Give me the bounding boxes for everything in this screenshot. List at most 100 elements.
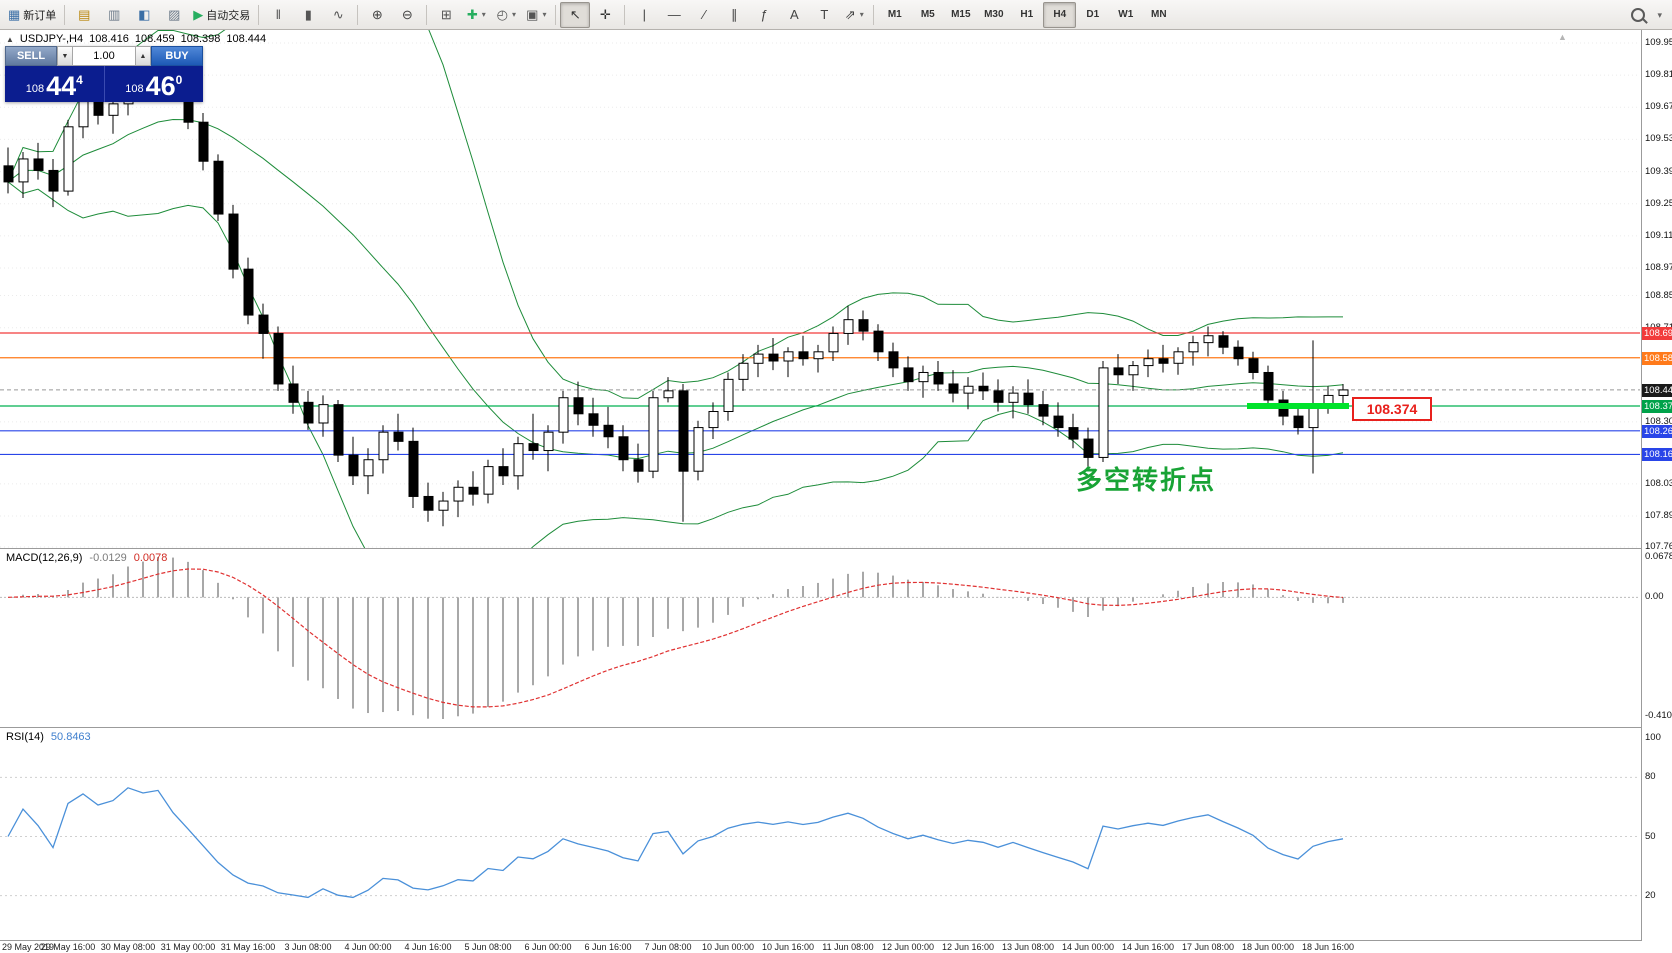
new-order-button-label: 新订单: [23, 9, 57, 22]
price-scale-label: 108.975: [1645, 262, 1672, 273]
time-axis-separator: [0, 940, 1672, 941]
fibonacci-button[interactable]: ƒ: [749, 2, 779, 28]
timeframe-d1-button[interactable]: D1: [1086, 9, 1100, 20]
chart-symbol-period: USDJPY-,H4: [19, 33, 84, 45]
text-label-button[interactable]: T: [809, 2, 839, 28]
time-axis-label: 6 Jun 16:00: [584, 942, 632, 952]
price-scale-label: 109.815: [1645, 69, 1672, 81]
zoom-out-icon: ⊖: [401, 7, 413, 22]
time-axis-label: 31 May 16:00: [220, 942, 276, 952]
tile-windows-icon: ⊞: [440, 7, 452, 22]
arrows-button[interactable]: ⇗ ▾: [839, 2, 869, 28]
macd-title: MACD(12,26,9): [6, 552, 83, 564]
time-axis-label: 14 Jun 00:00: [1061, 942, 1115, 952]
arrows-icon: ⇗: [844, 7, 856, 22]
timeframe-h4-button[interactable]: H4: [1043, 1, 1077, 28]
chart-candles-icon: ▮: [304, 7, 312, 22]
terminal-icon-icon: ▨: [168, 7, 181, 22]
sell-price-big: 44: [46, 71, 77, 101]
timeframe-m15-button[interactable]: M15: [951, 9, 971, 20]
toolbar-separator: [624, 4, 626, 25]
toolbar-separator: [873, 4, 875, 25]
main-chart-canvas[interactable]: [0, 30, 1640, 548]
buy-button[interactable]: BUY: [151, 46, 203, 66]
timeframe-w1-button[interactable]: W1: [1118, 9, 1134, 20]
zoom-out-button[interactable]: ⊖: [392, 2, 422, 28]
crosshair-icon: ✛: [599, 7, 611, 22]
trendline-icon: ∕: [703, 7, 706, 22]
rsi-title: RSI(14): [6, 731, 44, 743]
time-axis-label: 31 May 00:00: [160, 942, 216, 952]
data-window-icon-icon: ▥: [108, 7, 121, 22]
trendline-button[interactable]: ∕: [689, 2, 719, 28]
cursor-button[interactable]: ↖: [560, 1, 591, 28]
chart-bars-icon: ‖: [275, 7, 281, 22]
templates-button[interactable]: ▣ ▾: [521, 2, 551, 28]
price-badge-108-444: 108.444: [1642, 383, 1672, 397]
tile-windows-button[interactable]: ⊞: [431, 2, 461, 28]
time-axis-label: 29 May 2019: [2, 942, 55, 952]
rsi-scale-label: 100: [1645, 732, 1661, 743]
main-toolbar: ▦ 新订单 ▤ ▥ ◧ ▨ ▶ 自动交易 ‖ ▮ ∿ ⊕ ⊖ ⊞ ✚ ▾ ◴ ▾ ▣ ▾ ↖ ✛ | — ∕ ∥ ƒ A T ⇗ ▾ M1 M5…: [0, 0, 1672, 30]
search-icon[interactable]: [1631, 8, 1646, 22]
price-badge-108-266: 108.266: [1642, 424, 1672, 438]
timeframe-h1-button[interactable]: H1: [1020, 9, 1034, 20]
channel-button[interactable]: ∥: [719, 2, 749, 28]
rsi-panel-separator[interactable]: [0, 727, 1672, 728]
arrows-button-dropdown-icon: ▾: [859, 10, 864, 19]
timeframe-m30-button[interactable]: M30: [984, 9, 1004, 20]
chart-title-icon: ▲: [6, 34, 14, 44]
indicators-button[interactable]: ✚ ▾: [461, 2, 491, 28]
vertical-line-icon: |: [642, 7, 646, 22]
chart-line-button[interactable]: ∿: [323, 2, 353, 28]
timeframe-m5-button[interactable]: M5: [920, 9, 935, 20]
macd-scale-label: -0.4103: [1645, 710, 1672, 721]
data-window-icon[interactable]: ▥: [99, 2, 129, 28]
buy-price-prefix: 108: [125, 83, 144, 95]
market-watch-icon[interactable]: ▤: [69, 2, 99, 28]
macd-canvas[interactable]: [0, 549, 1640, 727]
indicators-button-dropdown-icon: ▾: [481, 10, 486, 19]
toolbar-separator: [555, 4, 557, 25]
chart-candles-button[interactable]: ▮: [293, 2, 323, 28]
rsi-canvas[interactable]: [0, 728, 1640, 940]
price-scale[interactable]: 109.955 109.815 109.675 109.535 109.395 109.2…: [1641, 30, 1672, 941]
horizontal-line-icon: —: [667, 7, 681, 22]
terminal-icon[interactable]: ▨: [159, 2, 189, 28]
price-scale-label: 109.675: [1645, 101, 1672, 113]
time-axis-label: 4 Jun 00:00: [344, 942, 392, 952]
toolbar-items: ▦ 新订单 ▤ ▥ ◧ ▨ ▶ 自动交易 ‖ ▮ ∿ ⊕ ⊖ ⊞ ✚ ▾ ◴ ▾ ▣ ▾ ↖ ✛ | — ∕ ∥ ƒ A T ⇗ ▾ M1 M5…: [4, 0, 1175, 29]
volume-decrease-button[interactable]: ▼: [57, 46, 73, 66]
price-scale-label: 109.535: [1645, 133, 1672, 145]
sell-button[interactable]: SELL: [5, 46, 57, 66]
autotrading-button-label: 自动交易: [206, 9, 251, 22]
time-axis-label: 12 Jun 16:00: [941, 942, 995, 952]
time-axis-label: 6 Jun 00:00: [524, 942, 572, 952]
time-axis-label: 5 Jun 08:00: [464, 942, 512, 952]
buy-price-sup: 0: [175, 73, 183, 87]
timeframe-m1-button[interactable]: M1: [887, 9, 902, 20]
periods-button[interactable]: ◴ ▾: [491, 2, 521, 28]
text-button[interactable]: A: [779, 2, 809, 28]
crosshair-button[interactable]: ✛: [590, 2, 620, 28]
volume-input[interactable]: [73, 46, 135, 66]
macd-panel-separator[interactable]: [0, 548, 1672, 549]
volume-increase-button[interactable]: ▲: [135, 46, 151, 66]
vertical-line-button[interactable]: |: [629, 2, 659, 28]
autotrading-button[interactable]: ▶ 自动交易: [189, 2, 254, 28]
price-scale-label: 109.255: [1645, 197, 1672, 209]
time-axis-label: 18 Jun 00:00: [1241, 942, 1295, 952]
zoom-in-icon: ⊕: [371, 7, 383, 22]
sell-price-sup: 4: [76, 73, 83, 87]
horizontal-line-button[interactable]: —: [659, 2, 689, 28]
toolbar-overflow-icon[interactable]: ▾: [1657, 9, 1662, 20]
timeframe-mn-button[interactable]: MN: [1151, 9, 1167, 20]
navigator-icon[interactable]: ◧: [129, 2, 159, 28]
price-badge-108-692: 108.692: [1642, 326, 1672, 340]
templates-icon: ▣: [526, 7, 539, 22]
chart-bars-button[interactable]: ‖: [263, 2, 293, 28]
time-axis[interactable]: 29 May 2019 29 May 16:00 30 May 08:00 31 Ma…: [0, 941, 1672, 953]
new-order-button[interactable]: ▦ 新订单: [4, 2, 60, 28]
macd-scale-label: 0.0678: [1645, 551, 1672, 562]
zoom-in-button[interactable]: ⊕: [362, 2, 392, 28]
